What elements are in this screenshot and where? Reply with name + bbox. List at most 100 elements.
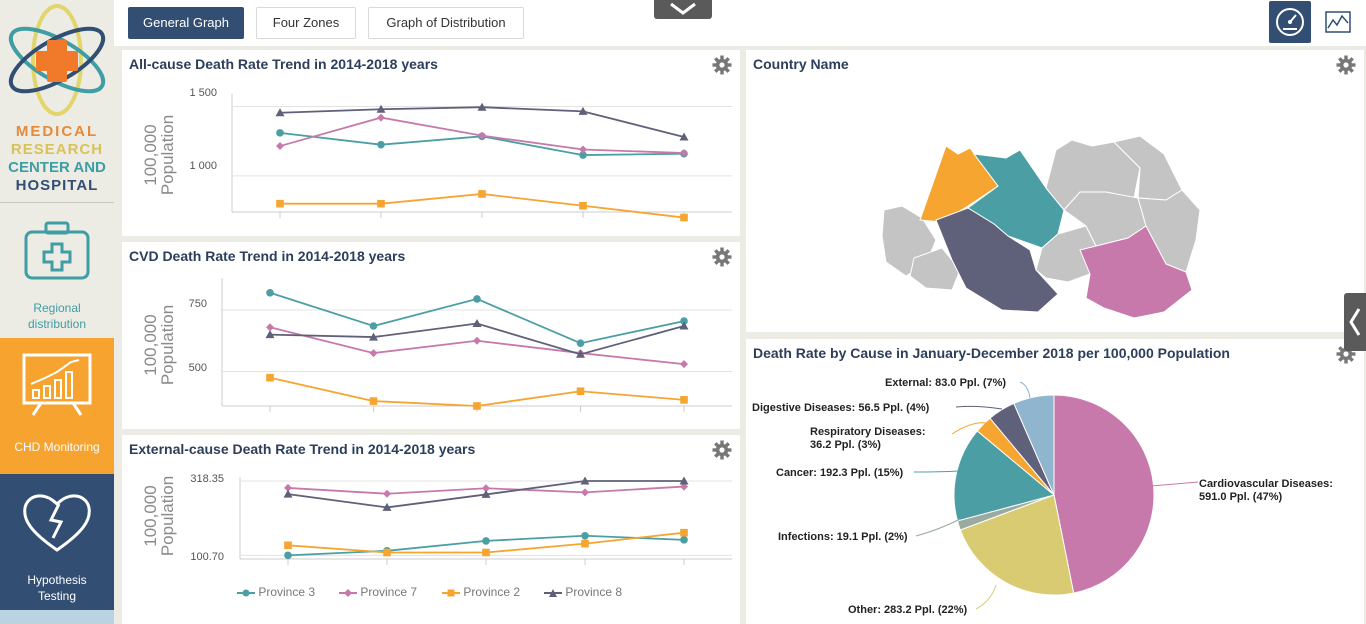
circle-marker-icon: [237, 589, 255, 597]
series-line: [269, 326, 685, 366]
pie-label-other: Other: 283.2 Ppl. (22%): [848, 604, 968, 616]
external-trend-panel: External-cause Death Rate Trend in 2014-…: [122, 435, 740, 624]
data-point: [576, 387, 585, 396]
map-region-southeast: [1079, 225, 1193, 319]
diamond-marker-icon: [339, 588, 357, 597]
line-chart-icon: [1325, 11, 1351, 33]
panel-title: Death Rate by Cause in January-December …: [753, 345, 1230, 361]
divider: [0, 202, 114, 203]
data-point: [369, 332, 378, 341]
cause-pie-chart: [913, 381, 1199, 610]
presentation-chart-icon: [22, 353, 92, 416]
data-point: [680, 396, 688, 404]
data-point: [283, 489, 293, 498]
legend-item-province-8[interactable]: Province 8: [544, 585, 622, 599]
data-point: [369, 349, 378, 358]
data-point: [276, 142, 284, 151]
data-point: [276, 129, 284, 137]
cause-pie-panel: Death Rate by Cause in January-December …: [746, 339, 1364, 624]
data-point: [284, 483, 292, 492]
data-point: [579, 151, 587, 159]
choropleth-map: [881, 135, 1201, 319]
data-point: [581, 488, 589, 497]
pie-slice: [1053, 394, 1155, 594]
y-tick-label: 1 500: [189, 87, 217, 99]
pie-label-text: 591.0 Ppl. (47%): [1199, 491, 1283, 503]
sidebar-item-hypothesis-testing[interactable]: Hypothesis Testing: [0, 474, 114, 610]
data-point: [576, 349, 585, 358]
legend-item-province-7[interactable]: Province 7: [339, 585, 417, 599]
side-panel-toggle[interactable]: [1344, 293, 1366, 351]
logo-line-4: HOSPITAL: [15, 177, 99, 194]
atom-cross-icon: [8, 4, 106, 116]
data-point: [680, 482, 688, 491]
pie-leader-line: [951, 422, 987, 435]
collapse-header-button[interactable]: [654, 0, 712, 19]
y-tick-label: 750: [188, 298, 207, 310]
allcause-trend-panel: All-cause Death Rate Trend in 2014-2018 …: [122, 50, 740, 236]
panel-title: CVD Death Rate Trend in 2014-2018 years: [129, 248, 406, 264]
pie-leader-line: [955, 405, 1003, 410]
data-point: [266, 373, 274, 382]
data-point: [482, 484, 490, 493]
pie-label-cardiovascular: Cardiovascular Diseases: 591.0 Ppl. (47%): [1199, 478, 1333, 504]
pie-label-digestive: Digestive Diseases: 56.5 Ppl. (4%): [752, 402, 930, 414]
data-point: [679, 321, 689, 330]
external-line-chart: [239, 476, 732, 565]
data-point: [377, 199, 385, 208]
sidebar-item-chd-monitoring[interactable]: CHD Monitoring: [0, 338, 114, 474]
sidebar-item-regional-distribution[interactable]: Regional distribution: [0, 204, 114, 338]
map-region-west-small: [909, 247, 961, 291]
pie-leader-line: [913, 470, 959, 473]
legend-label: Province 7: [360, 585, 418, 599]
pie-slice: [1013, 394, 1055, 496]
data-point: [377, 140, 385, 149]
hospital-logo[interactable]: MEDICAL RESEARCH CENTER AND HOSPITAL: [0, 0, 114, 200]
data-point: [284, 541, 292, 550]
data-point: [266, 323, 274, 332]
pie-label-cancer: Cancer: 192.3 Ppl. (15%): [776, 467, 904, 479]
data-point: [369, 322, 378, 330]
sidebar-item-label: CHD Monitoring: [14, 440, 100, 454]
data-point: [473, 402, 481, 410]
data-point: [576, 339, 585, 348]
data-point: [580, 476, 590, 485]
sidebar-item-label: Regional: [33, 301, 81, 315]
data-point: [481, 489, 491, 498]
logo-line-1: MEDICAL: [15, 123, 99, 140]
data-point: [680, 528, 688, 537]
data-point: [482, 548, 490, 557]
pie-leader-line: [975, 584, 997, 610]
pie-label-text: Cardiovascular Diseases:: [1199, 478, 1333, 490]
legend-item-province-2[interactable]: Province 2: [442, 585, 520, 599]
data-point: [383, 548, 391, 557]
sidebar: MEDICAL RESEARCH CENTER AND HOSPITAL Reg…: [0, 0, 114, 624]
tab-graph-of-distribution[interactable]: Graph of Distribution: [368, 7, 524, 39]
legend-label: Province 8: [565, 585, 623, 599]
tab-general-graph[interactable]: General Graph: [128, 7, 244, 39]
gauge-icon: [1276, 8, 1304, 36]
chevron-down-icon: [670, 2, 696, 15]
data-point: [383, 489, 391, 498]
legend-item-province-3[interactable]: Province 3: [237, 585, 315, 599]
tab-four-zones[interactable]: Four Zones: [256, 7, 356, 39]
pie-slice: [959, 494, 1075, 596]
pie-label-respiratory: Respiratory Diseases: 36.2 Ppl. (3%): [810, 426, 926, 452]
data-point: [478, 190, 486, 198]
top-bar: General Graph Four Zones Graph of Distri…: [114, 0, 1366, 46]
cvd-trend-panel: CVD Death Rate Trend in 2014-2018 years …: [122, 242, 740, 429]
triangle-marker-icon: [544, 588, 562, 597]
data-point: [473, 336, 481, 345]
map-region-central-west: [935, 207, 1059, 313]
data-point: [369, 397, 378, 405]
cvd-line-chart: [221, 278, 732, 412]
chart-legend: Province 3 Province 7 Province 2 Provinc…: [237, 585, 657, 603]
sidebar-item-label: distribution: [27, 317, 87, 331]
data-point: [473, 295, 481, 303]
dashboard-gauge-button[interactable]: [1269, 1, 1311, 43]
data-point: [578, 106, 588, 115]
chart-view-button[interactable]: [1324, 8, 1352, 36]
data-point: [680, 149, 688, 157]
data-point: [680, 536, 688, 544]
pie-label-text: Respiratory Diseases:: [810, 426, 926, 438]
